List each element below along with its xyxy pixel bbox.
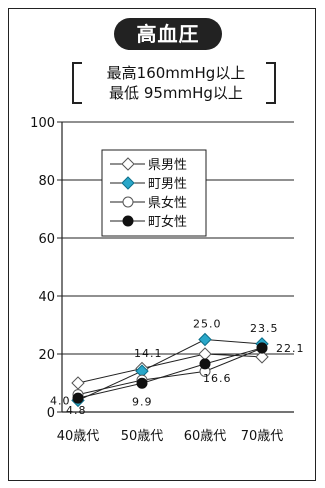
y-tick-label: 0 (47, 406, 55, 421)
y-tick-label: 60 (38, 232, 55, 247)
x-tick-label: 50歳代 (121, 429, 164, 444)
criteria-bracket-right (266, 62, 276, 104)
series-2-point (198, 332, 212, 347)
series-line-1 (77, 353, 263, 384)
data-label: 4.8 (66, 404, 87, 417)
legend-label-1: 県男性 (148, 158, 187, 173)
series-4-point (256, 342, 268, 354)
legend-marker-3 (122, 196, 134, 208)
y-tick-label: 20 (38, 348, 55, 363)
legend-marker-2 (121, 176, 135, 190)
data-label: 22.1 (276, 342, 305, 355)
data-label: 4.0 (50, 394, 71, 407)
chart-frame (8, 8, 316, 481)
series-1-point (71, 376, 85, 390)
series-1-point (255, 350, 269, 364)
data-label: 16.6 (203, 372, 232, 385)
x-tick-label: 40歳代 (57, 429, 100, 444)
series-line-4 (77, 347, 263, 399)
legend-marker-1 (121, 157, 135, 171)
legend-label-4: 町女性 (148, 214, 187, 230)
criteria-diastolic: 最低 95mmHg以上 (109, 84, 243, 102)
legend-label-2: 町男性 (148, 177, 187, 192)
data-label: 9.9 (132, 395, 153, 408)
data-label: 23.5 (250, 322, 279, 335)
series-4-point (199, 358, 211, 370)
series-line-2 (77, 338, 263, 401)
criteria-systolic: 最高160mmHg以上 (106, 64, 246, 82)
data-label: 14.1 (134, 347, 163, 360)
series-line-3 (77, 347, 263, 396)
series-4-point (136, 377, 148, 389)
chart-title: 高血圧 (114, 18, 222, 50)
x-tick-label: 60歳代 (184, 429, 227, 444)
x-tick-label: 70歳代 (241, 429, 284, 444)
y-tick-label: 40 (38, 290, 55, 305)
series-1-point (198, 347, 212, 361)
legend-label-3: 県女性 (148, 195, 187, 211)
legend-marker-4 (122, 215, 134, 227)
criteria-bracket-left (72, 62, 82, 104)
y-tick-label: 100 (30, 116, 55, 131)
y-tick-label: 80 (38, 174, 55, 189)
series-4-point (72, 392, 84, 404)
data-label: 25.0 (193, 318, 222, 331)
